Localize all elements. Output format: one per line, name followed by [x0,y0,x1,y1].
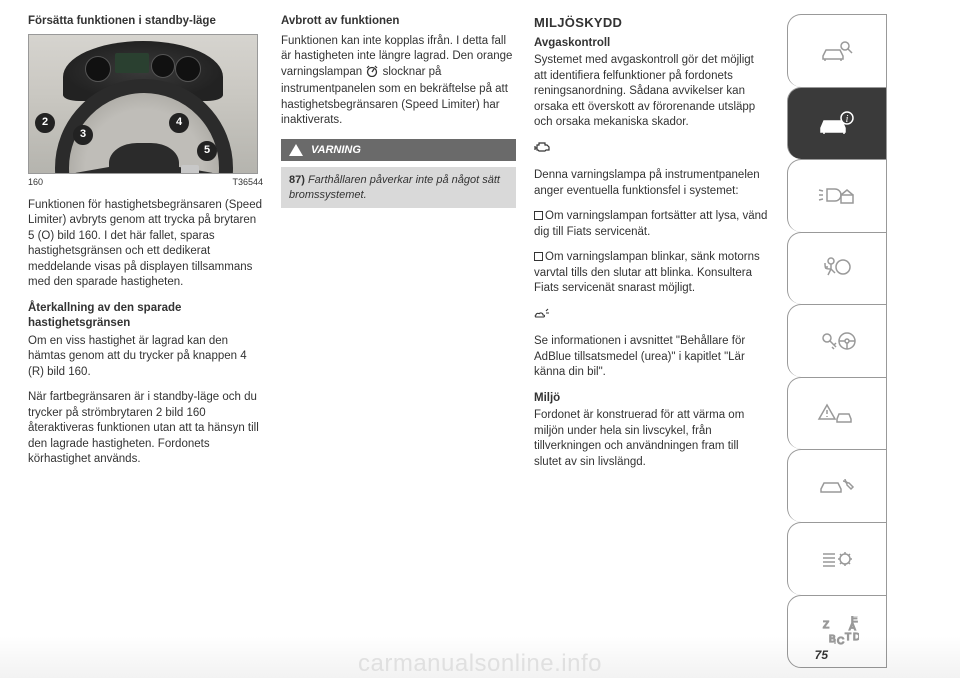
engine-icon [534,141,552,159]
box-icon [534,211,543,220]
col1-para1: Funktionen för hastighetsbegränsaren (Sp… [28,198,263,291]
svg-text:E: E [851,616,858,625]
page-number: 75 [813,648,830,662]
svg-text:i: i [846,114,849,125]
col3-para3: Se informationen i avsnittet "Behållare … [534,334,769,381]
manual-page: Försätta funktionen i standby-läge 2 3 4… [0,0,960,678]
callout-badge-5: 5 [197,141,217,161]
tab-settings[interactable] [787,522,887,595]
col1-sub1: Återkallning av den sparade hastighetsgr… [28,301,263,332]
tab-lights[interactable] [787,159,887,232]
tab-key-wheel[interactable] [787,304,887,377]
col2-para1: Funktionen kan inte kopplas ifrån. I det… [281,34,516,129]
column-1: Försätta funktionen i standby-läge 2 3 4… [28,14,263,668]
col1-para2: Om en viss hastighet är lagrad kan den h… [28,334,263,381]
col3-para1: Systemet med avgaskontroll gör det möjli… [534,53,769,131]
tab-search-car[interactable] [787,14,887,87]
svg-text:T: T [845,632,851,643]
tab-warning-car[interactable] [787,377,887,450]
tab-index[interactable]: ZBCTAED [787,595,887,669]
warning-note: 87) Farthållaren påverkar inte på något … [281,167,516,208]
box-icon [534,252,543,261]
col1-para3: När fartbegränsaren är i standby-läge oc… [28,390,263,468]
image-caption: 160 T36544 [28,176,263,188]
sidebar-tabs: i ZBCTAED [787,14,887,668]
caption-right: T36544 [232,176,263,188]
col3-heading: MILJÖSKYDD [534,14,769,32]
warning-triangle-icon [289,144,303,156]
col3-para4: Fordonet är konstruerad för att värma om… [534,408,769,470]
column-3: MILJÖSKYDD Avgaskontroll Systemet med av… [534,14,769,668]
urea-icon-line [534,307,769,325]
col1-heading: Försätta funktionen i standby-läge [28,14,263,30]
callout-badge-3: 3 [73,125,93,145]
warning-label: VARNING [311,143,361,158]
urea-icon [534,307,550,325]
col3-sub1: Avgaskontroll [534,36,769,52]
tab-car-info[interactable]: i [787,87,887,160]
steering-wheel-illustration: 2 3 4 5 [28,34,258,174]
col2-heading: Avbrott av funktionen [281,14,516,30]
col3-bullet1: Om varningslampan fortsätter att lysa, v… [534,209,769,240]
tab-service[interactable] [787,449,887,522]
speed-limiter-icon [365,65,379,83]
tab-airbag[interactable] [787,232,887,305]
column-2: Avbrott av funktionen Funktionen kan int… [281,14,516,668]
warning-banner: VARNING [281,139,516,162]
col3-sub2: Miljö [534,391,769,407]
engine-icon-line [534,141,769,159]
caption-left: 160 [28,176,43,188]
col3-para2: Denna varningslampa på instrumentpanelen… [534,168,769,199]
col3-bullet2: Om varningslampan blinkar, sänk motorns … [534,250,769,297]
svg-text:D: D [853,632,859,643]
svg-text:C: C [837,636,844,646]
callout-badge-4: 4 [169,113,189,133]
callout-badge-2: 2 [35,113,55,133]
svg-text:Z: Z [823,620,829,631]
